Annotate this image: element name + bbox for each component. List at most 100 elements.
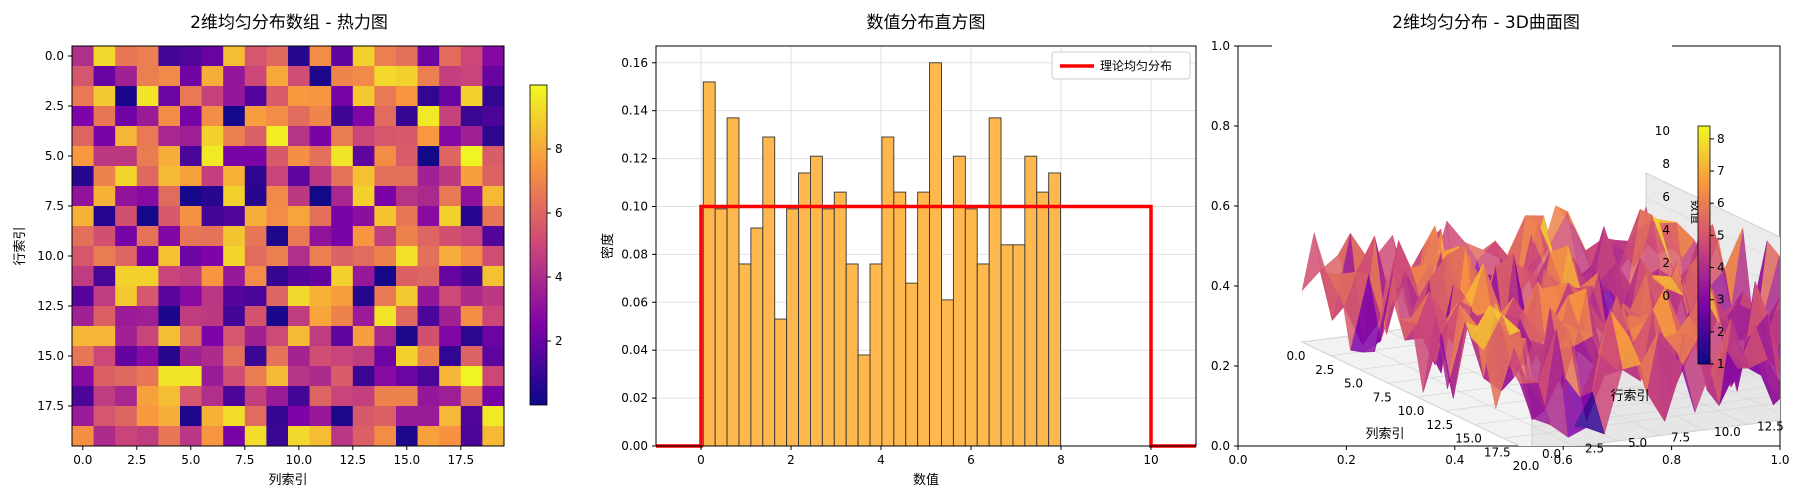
heatmap-cell: [201, 406, 224, 427]
heatmap-cell: [201, 246, 224, 267]
heatmap-cell: [460, 386, 483, 407]
heatmap-cell: [158, 66, 181, 87]
heatmap-cell: [266, 286, 289, 307]
heatmap-cell: [158, 266, 181, 287]
histogram-bar: [881, 136, 895, 447]
heatmap-cell: [352, 346, 375, 367]
surface-y-tick-label: 12.5: [1757, 420, 1784, 434]
heatmap-cell: [72, 126, 95, 147]
heatmap-cell: [374, 146, 397, 167]
heatmap-cell: [460, 426, 483, 447]
histogram-x-ticks: 0 2 4 6 8 10: [697, 446, 1159, 467]
surface-z-tick-label: 8: [1662, 157, 1670, 171]
heatmap-cell: [136, 366, 159, 387]
heatmap-cell: [309, 366, 332, 387]
heatmap-cell: [482, 186, 505, 207]
heatmap-cell: [72, 246, 95, 267]
heatmap-cell: [115, 246, 138, 267]
heatmap-cell: [331, 286, 354, 307]
heatmap-cell: [158, 366, 181, 387]
heatmap-cell: [93, 226, 116, 247]
histogram-bar: [726, 117, 740, 447]
heatmap-cell: [158, 206, 181, 227]
surface-frame-x-tick-label: 0.0: [1228, 453, 1247, 467]
heatmap-cell: [244, 66, 267, 87]
heatmap-cell: [201, 46, 224, 67]
heatmap-cell: [266, 166, 289, 187]
heatmap-cell: [396, 166, 419, 187]
heatmap-cell: [417, 186, 440, 207]
histogram-bar: [845, 263, 859, 447]
heatmap-colorbar-tick-label: 6: [555, 206, 563, 220]
heatmap-cell: [223, 186, 246, 207]
heatmap-cell: [417, 126, 440, 147]
heatmap-cell: [482, 166, 505, 187]
heatmap-cell: [223, 386, 246, 407]
surface-colorbar-tick-label: 6: [1717, 196, 1725, 210]
heatmap-cell: [374, 106, 397, 127]
heatmap-cell: [352, 226, 375, 247]
heatmap-cell: [439, 406, 462, 427]
heatmap-cell: [460, 366, 483, 387]
heatmap-colorbar-tick-label: 2: [555, 334, 563, 348]
heatmap-y-tick-label: 0.0: [45, 49, 64, 63]
heatmap-cell: [136, 206, 159, 227]
heatmap-cell: [482, 106, 505, 127]
heatmap-cell: [460, 106, 483, 127]
surface-y-tick-label: 7.5: [1671, 431, 1690, 445]
heatmap-cell: [244, 426, 267, 447]
heatmap-cell: [417, 266, 440, 287]
heatmap-cell: [482, 146, 505, 167]
heatmap-cell: [309, 226, 332, 247]
histogram-bar: [893, 191, 907, 447]
heatmap-cell: [396, 306, 419, 327]
heatmap-cell: [417, 426, 440, 447]
heatmap-cell: [158, 86, 181, 107]
heatmap-cell: [201, 326, 224, 347]
histogram-bar: [964, 208, 978, 447]
heatmap-cell: [223, 326, 246, 347]
heatmap-cell: [352, 306, 375, 327]
heatmap-cell: [266, 126, 289, 147]
heatmap-cell: [223, 86, 246, 107]
heatmap-cell: [331, 266, 354, 287]
heatmap-cell: [460, 66, 483, 87]
heatmap-cell: [288, 126, 311, 147]
heatmap-cell: [331, 206, 354, 227]
surface-frame-x-tick-label: 0.2: [1337, 453, 1356, 467]
heatmap-cell: [352, 206, 375, 227]
heatmap-cell: [288, 366, 311, 387]
surface-frame-y-tick-label: 0.4: [1211, 279, 1230, 293]
heatmap-cell: [396, 406, 419, 427]
heatmap-x-tick-label: 5.0: [181, 453, 200, 467]
heatmap-cell: [482, 126, 505, 147]
heatmap-cell: [136, 326, 159, 347]
heatmap-cell: [72, 326, 95, 347]
heatmap-cell: [460, 146, 483, 167]
heatmap-cell: [115, 366, 138, 387]
heatmap-cell: [266, 246, 289, 267]
heatmap-cell: [417, 66, 440, 87]
heatmap-cell: [136, 266, 159, 287]
surface-frame-ticks: 0.0 0.2 0.4 0.6 0.8 1.0 0.0 0.2 0.4 0.6 0.8 1.0: [1211, 39, 1790, 467]
surface-facet: [1792, 285, 1800, 394]
heatmap-x-tick-label: 2.5: [127, 453, 146, 467]
heatmap-cell: [201, 146, 224, 167]
heatmap-cell: [201, 386, 224, 407]
heatmap-cell: [266, 66, 289, 87]
heatmap-cell: [93, 126, 116, 147]
heatmap-cell: [180, 386, 203, 407]
histogram-y-tick-label: 0.08: [621, 247, 648, 261]
heatmap-cell: [439, 306, 462, 327]
surface-colorbar: [1697, 125, 1711, 365]
histogram-bar: [702, 81, 716, 447]
heatmap-cell: [374, 426, 397, 447]
heatmap-cell: [158, 386, 181, 407]
surface-grid-line: [1645, 172, 1780, 238]
heatmap-cell: [266, 226, 289, 247]
heatmap-y-label: 行索引: [13, 226, 28, 265]
heatmap-cell: [331, 366, 354, 387]
heatmap-cell: [309, 106, 332, 127]
heatmap-cell: [180, 366, 203, 387]
surface-frame-x-tick-label: 0.4: [1445, 453, 1464, 467]
